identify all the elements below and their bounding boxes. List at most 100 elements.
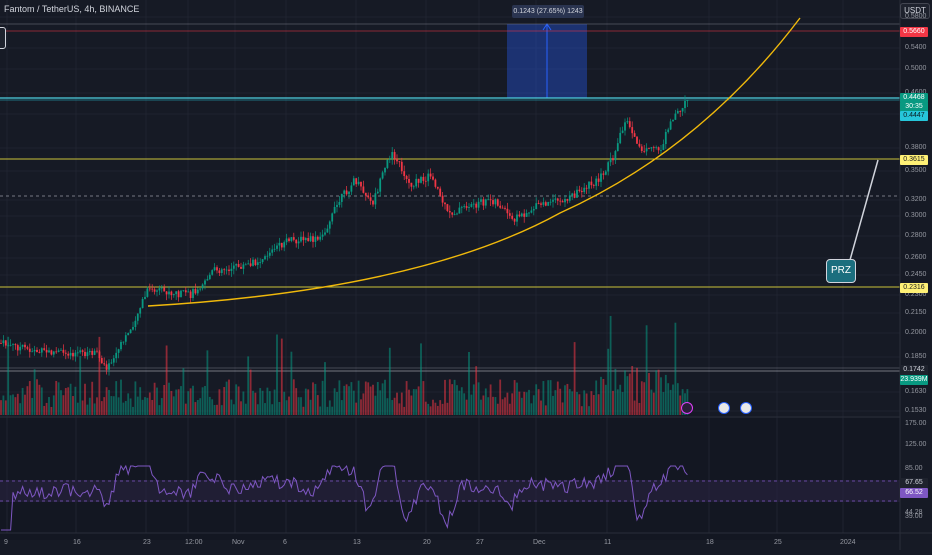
candle [295, 239, 298, 244]
volume-bar [352, 390, 355, 415]
candle [568, 195, 571, 201]
drawing-toolbar-handle[interactable] [0, 27, 6, 49]
volume-bar [136, 396, 139, 415]
volume-bar [93, 403, 96, 415]
candle [554, 198, 557, 200]
candle [0, 343, 2, 344]
candle [38, 352, 41, 353]
volume-bar [110, 396, 113, 415]
volume-bar [14, 397, 17, 415]
candle [52, 351, 55, 355]
candle [36, 349, 38, 353]
candle [458, 207, 461, 214]
flash-icon[interactable] [681, 402, 693, 414]
candle [328, 221, 331, 229]
candle [552, 199, 554, 202]
candle [14, 344, 17, 346]
volume-bar [643, 382, 646, 415]
volume-bar [314, 383, 317, 415]
candle [60, 349, 62, 351]
candle [141, 298, 144, 309]
candle [69, 352, 72, 356]
volume-bar [220, 405, 223, 415]
volume-bar [326, 406, 329, 415]
candle [436, 186, 439, 189]
volume-bar [146, 397, 149, 415]
volume-bar [640, 381, 643, 415]
volume-bar [67, 387, 70, 415]
volume-bar [679, 395, 682, 415]
volume-bar [144, 397, 146, 415]
volume-bar [127, 393, 130, 415]
volume-bar [604, 384, 607, 415]
volume-bar [379, 390, 382, 415]
volume-bar [530, 403, 533, 415]
candle [120, 341, 122, 350]
volume-bar [79, 355, 82, 415]
candle [31, 351, 34, 353]
time-tick: 11 [604, 539, 612, 546]
candle [288, 238, 290, 241]
candle [535, 203, 538, 210]
indicator-tag: 66.52 [900, 488, 928, 498]
volume-bar [568, 389, 571, 415]
volume-bar [290, 351, 293, 415]
volume-bar [285, 400, 288, 415]
candle [609, 158, 612, 163]
candle [100, 358, 103, 364]
volume-bar [655, 370, 658, 415]
volume-bar [218, 389, 221, 415]
volume-bar [657, 369, 660, 415]
volume-bar [619, 384, 622, 415]
candle [7, 345, 10, 347]
volume-bar [549, 380, 552, 415]
indicator-tag: 67.65 [900, 478, 928, 488]
volume-bar [492, 396, 494, 415]
candle [146, 288, 149, 297]
candle [300, 236, 302, 242]
candle [151, 288, 154, 290]
price-tag: 0.2316 [900, 283, 928, 293]
candle [148, 288, 151, 290]
symbol-title[interactable]: Fantom / TetherUS, 4h, BINANCE [4, 4, 140, 14]
candle [62, 349, 65, 353]
candle [650, 147, 653, 149]
volume-bar [141, 399, 144, 415]
volume-bar [501, 399, 504, 415]
candle [228, 269, 230, 271]
volume-bar [72, 396, 74, 415]
volume-bar [283, 391, 286, 415]
candle [204, 280, 206, 285]
candle [645, 148, 648, 152]
candle [451, 212, 454, 215]
us-flag-icon[interactable] [718, 402, 730, 414]
volume-bar [28, 381, 31, 415]
volume-bar [307, 389, 310, 415]
volume-bar [364, 381, 367, 415]
volume-bar [156, 387, 158, 415]
candle [348, 191, 350, 195]
currency-button[interactable]: USDT [900, 3, 930, 19]
volume-bar [96, 397, 98, 415]
candle [626, 121, 629, 123]
volume-bar [631, 366, 634, 415]
candle [24, 344, 26, 348]
candle [21, 344, 24, 347]
volume-bar [398, 403, 401, 415]
volume-bar [504, 397, 506, 415]
us-flag-icon[interactable] [740, 402, 752, 414]
prz-callout[interactable]: PRZ [826, 259, 856, 283]
candle [470, 204, 473, 207]
candle [588, 181, 590, 189]
volume-bar [108, 389, 110, 415]
volume-bar [552, 395, 554, 415]
candle [679, 110, 682, 112]
candle [319, 236, 322, 240]
candle [681, 108, 684, 112]
candle [412, 186, 415, 188]
candle [170, 291, 173, 296]
candle [607, 162, 610, 172]
volume-bar [64, 388, 67, 415]
